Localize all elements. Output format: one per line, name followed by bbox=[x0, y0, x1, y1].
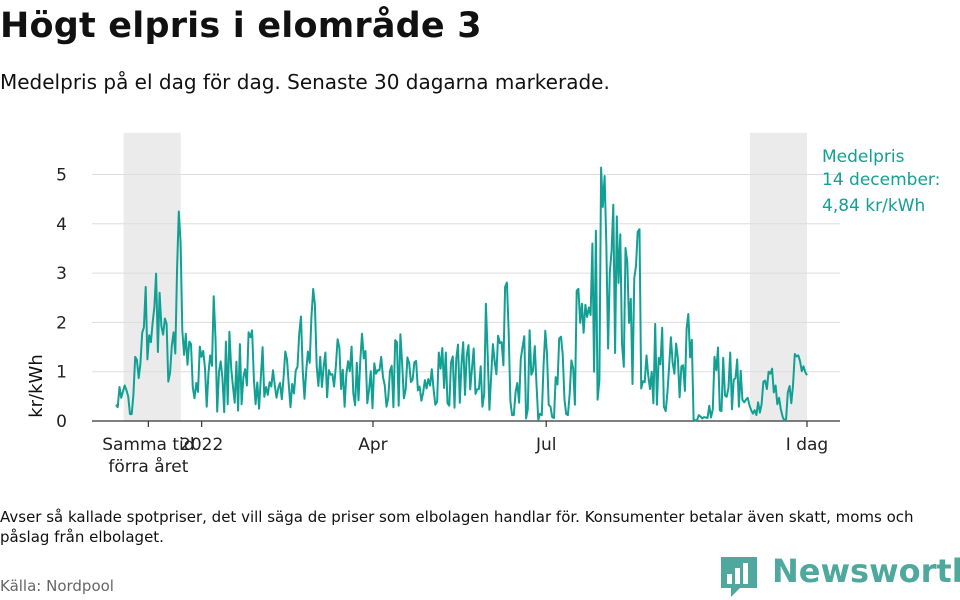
x-tick-label-2: 2022 bbox=[180, 435, 223, 455]
shaded-periods bbox=[123, 132, 807, 421]
medelpris-line bbox=[115, 166, 808, 422]
newsworthy-logo: Newsworthy bbox=[718, 552, 960, 600]
y-tick-label-4: 4 bbox=[56, 215, 67, 235]
x-tick-label-4: Jul bbox=[535, 435, 557, 455]
x-tick-label-1: Samma tid bbox=[102, 435, 194, 455]
y-tick-labels: 0 1 2 3 4 5 bbox=[56, 166, 67, 433]
y-tick-label-2: 2 bbox=[56, 313, 67, 333]
footnote: Avser så kallade spotpriser, det vill sä… bbox=[0, 508, 914, 546]
newsworthy-wordmark: Newsworthy bbox=[772, 552, 960, 590]
source-credit: Källa: Nordpool bbox=[0, 577, 114, 595]
chart-title: Högt elpris i elområde 3 bbox=[0, 6, 482, 46]
x-tick-label-5: I dag bbox=[786, 435, 828, 455]
chart-subtitle: Medelpris på el dag för dag. Senaste 30 … bbox=[0, 70, 610, 94]
y-gridlines bbox=[92, 174, 840, 373]
latest-price-annotation: Medelpris 14 december: 4,84 kr/kWh bbox=[822, 147, 940, 216]
y-tick-label-5: 5 bbox=[56, 166, 67, 186]
y-tick-label-3: 3 bbox=[56, 264, 67, 284]
annotation-line-3: 4,84 kr/kWh bbox=[822, 196, 925, 216]
y-tick-label-0: 0 bbox=[56, 412, 67, 432]
annotation-line-2: 14 december: bbox=[822, 170, 940, 190]
annotation-line-1: Medelpris bbox=[822, 147, 905, 167]
y-axis-label: kr/kWh bbox=[26, 354, 47, 418]
shaded-period-2 bbox=[749, 132, 807, 421]
y-tick-label-1: 1 bbox=[56, 363, 67, 383]
newsworthy-bar-chart-icon bbox=[721, 557, 757, 597]
shaded-period-1 bbox=[123, 132, 181, 421]
x-tick-label-1-line2: förra året bbox=[108, 456, 188, 477]
x-tick-label-3: Apr bbox=[358, 435, 387, 455]
